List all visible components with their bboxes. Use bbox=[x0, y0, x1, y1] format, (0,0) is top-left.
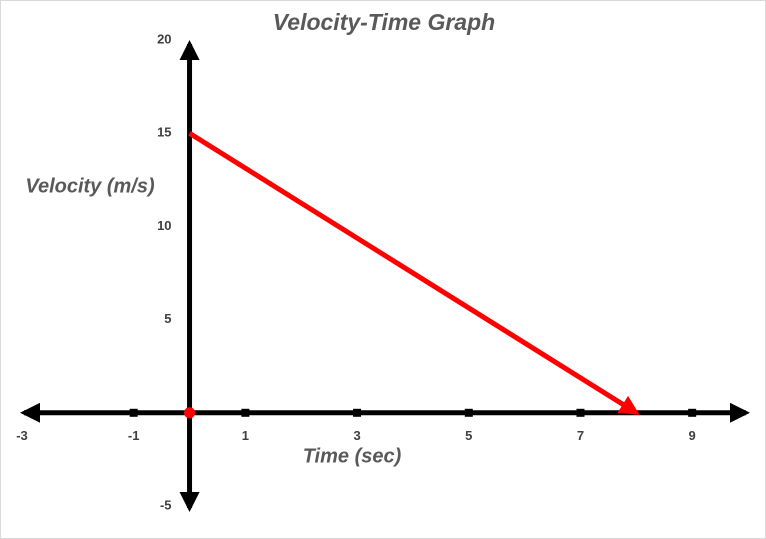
x-tick-mark bbox=[464, 408, 473, 417]
data-line bbox=[188, 131, 640, 415]
x-tick-mark bbox=[129, 408, 138, 417]
x-tick-label: 9 bbox=[689, 428, 696, 443]
y-tick-label: 10 bbox=[157, 218, 171, 233]
x-tick-label: 7 bbox=[577, 428, 584, 443]
x-tick-label: -3 bbox=[16, 428, 28, 443]
y-tick-label: 15 bbox=[157, 125, 171, 140]
x-tick-label: 3 bbox=[353, 428, 360, 443]
x-tick-mark bbox=[576, 408, 585, 417]
x-tick-label: 1 bbox=[242, 428, 249, 443]
x-tick-label: -1 bbox=[128, 428, 140, 443]
origin-dot bbox=[184, 407, 196, 419]
x-tick-label: 5 bbox=[465, 428, 472, 443]
x-axis-label: Time (sec) bbox=[303, 445, 402, 467]
x-tick-mark bbox=[688, 408, 697, 417]
x-tick-mark bbox=[241, 408, 250, 417]
chart-title: Velocity-Time Graph bbox=[273, 9, 495, 35]
y-tick-label: 5 bbox=[164, 311, 171, 326]
y-tick-label: -5 bbox=[160, 497, 172, 512]
y-axis-label: Velocity (m/s) bbox=[25, 175, 155, 197]
x-tick-mark bbox=[353, 408, 362, 417]
y-tick-label: 20 bbox=[157, 31, 171, 46]
